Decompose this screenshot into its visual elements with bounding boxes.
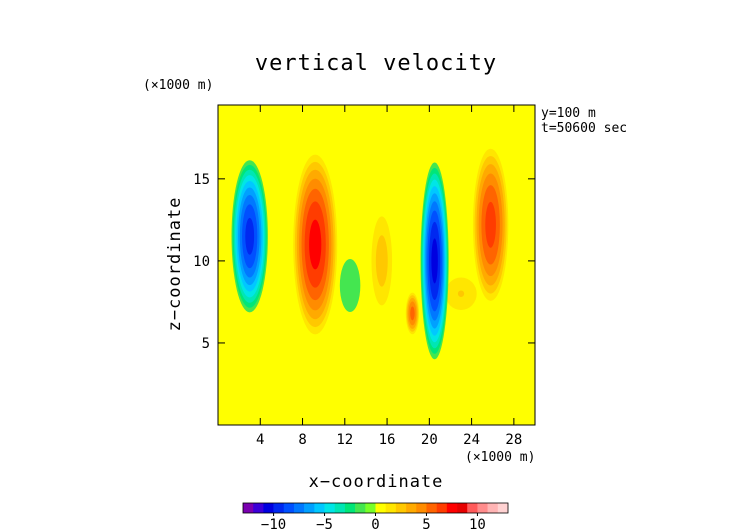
x-axis-label: x−coordinate <box>309 472 444 492</box>
colorbar-tick-label: 0 <box>371 517 379 532</box>
contour-band <box>485 201 496 248</box>
y-tick-label: 10 <box>193 254 210 270</box>
colorbar-cell <box>446 503 458 513</box>
x-tick-label: 28 <box>505 432 522 448</box>
contour-updraft-4 <box>405 292 420 335</box>
contour-updraft-1 <box>293 154 338 335</box>
colorbar-tick-label: 5 <box>422 517 430 532</box>
colorbar-tick-label: −10 <box>261 517 286 532</box>
colorbar-cell <box>253 503 264 513</box>
colorbar-cell <box>293 503 305 513</box>
contour-band <box>431 238 438 284</box>
colorbar-cell <box>375 503 386 513</box>
colorbar-cell <box>324 503 336 513</box>
plot-frame <box>217 104 536 426</box>
contour-downdraft-2 <box>420 162 449 360</box>
colorbar-cell <box>283 503 295 513</box>
contour-updraft-2 <box>472 148 509 301</box>
colorbar-cell <box>406 503 417 513</box>
colorbar-cell <box>477 503 488 513</box>
colorbar-cell <box>273 503 285 513</box>
colorbar-cell <box>314 503 325 513</box>
y-axis-label: z−coordinate <box>165 197 185 332</box>
y-tick-label: 5 <box>202 336 210 352</box>
colorbar-cell <box>365 503 376 513</box>
colorbar-cell <box>385 503 397 513</box>
x-tick-label: 20 <box>421 432 438 448</box>
colorbar-cell <box>395 503 407 513</box>
colorbar-cell <box>263 503 274 513</box>
contour-fills <box>231 148 509 360</box>
colorbar-tick-label: −5 <box>316 517 333 532</box>
contour-downdraft-1 <box>231 160 268 313</box>
x-tick-label: 16 <box>379 432 396 448</box>
x-unit-label: (×1000 m) <box>465 450 535 465</box>
colorbar-cell <box>334 503 346 513</box>
annotation-y: y=100 m <box>541 106 596 121</box>
colorbar-cell <box>457 503 468 513</box>
colorbar-cell <box>426 503 437 513</box>
x-tick-label: 24 <box>463 432 480 448</box>
contour-band <box>245 217 255 255</box>
x-tick-label: 12 <box>336 432 353 448</box>
colorbar-cell <box>243 503 254 513</box>
chart-title: vertical velocity <box>255 51 497 76</box>
contour-band <box>375 235 388 287</box>
contour-band <box>339 258 361 313</box>
colorbar-cell <box>304 503 315 513</box>
contour-band <box>309 219 322 270</box>
x-tick-label: 4 <box>256 432 264 448</box>
colorbar-cell <box>467 503 478 513</box>
contour-updraft-5 <box>445 277 477 310</box>
colorbar-cell <box>497 503 509 513</box>
colorbar-cell <box>487 503 499 513</box>
contour-downdraft-3 <box>339 258 361 313</box>
contour-band <box>410 306 415 321</box>
colorbar-cell <box>436 503 448 513</box>
colorbar-cell <box>416 503 427 513</box>
y-tick-label: 15 <box>193 172 210 188</box>
contour-band <box>457 290 465 297</box>
annotation-t: t=50600 sec <box>541 121 627 136</box>
colorbar-cell <box>344 503 356 513</box>
contour-updraft-3 <box>371 216 393 306</box>
colorbar-tick-label: 10 <box>469 517 486 532</box>
y-unit-label: (×1000 m) <box>143 78 213 93</box>
colorbar-cell <box>355 503 366 513</box>
x-tick-label: 8 <box>298 432 306 448</box>
